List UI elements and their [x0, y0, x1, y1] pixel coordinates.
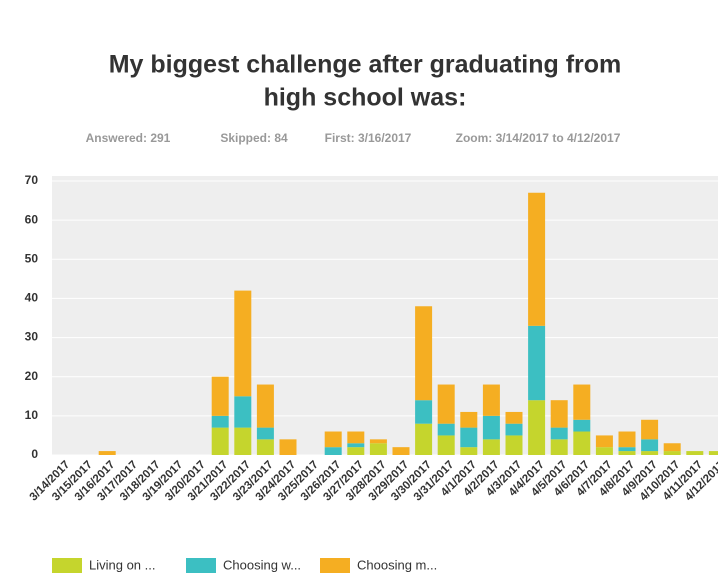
bar-segment — [618, 431, 636, 448]
legend-swatch — [52, 558, 82, 573]
y-tick-label: 50 — [25, 251, 39, 265]
bar-segment — [460, 411, 478, 428]
bar-segment — [234, 290, 252, 397]
bar-segment — [482, 439, 500, 455]
bar-segment — [437, 435, 455, 455]
bar-segment — [550, 439, 568, 455]
chart-title: high school was: — [264, 84, 467, 112]
bar-segment — [369, 443, 387, 455]
bar-segment — [437, 423, 455, 436]
bar-segment — [347, 447, 365, 455]
bar-segment — [415, 306, 433, 401]
bar-segment — [686, 451, 704, 455]
legend-label: Choosing m... — [357, 557, 437, 572]
bar-segment — [595, 435, 613, 448]
bar-segment — [415, 400, 433, 424]
bar-segment — [505, 423, 523, 436]
stat: First: 3/16/2017 — [325, 131, 412, 145]
bar-segment — [392, 447, 410, 455]
bar-segment — [415, 423, 433, 455]
bar-segment — [505, 435, 523, 455]
chart-title: My biggest challenge after graduating fr… — [109, 51, 622, 79]
bar-segment — [550, 427, 568, 440]
stat: Skipped: 84 — [220, 131, 288, 145]
bar-segment — [573, 384, 591, 420]
bar-segment — [528, 192, 546, 326]
plot-area — [52, 176, 718, 455]
bar-segment — [98, 451, 116, 455]
bar-segment — [708, 451, 718, 455]
bar-segment — [618, 447, 636, 452]
bar-segment — [573, 431, 591, 455]
bar-segment — [211, 415, 229, 428]
legend-label: Living on ... — [89, 557, 156, 572]
bar-segment — [482, 415, 500, 440]
legend-swatch — [320, 558, 350, 573]
bar-segment — [641, 451, 659, 455]
bar-segment — [505, 411, 523, 424]
bar-segment — [618, 451, 636, 455]
bar-segment — [256, 439, 274, 455]
bar-segment — [211, 376, 229, 416]
bar-segment — [641, 439, 659, 452]
y-tick-label: 30 — [25, 330, 39, 344]
bar-segment — [369, 439, 387, 444]
y-tick-label: 0 — [31, 447, 38, 461]
bar-segment — [347, 431, 365, 444]
bar-segment — [641, 419, 659, 440]
bar-segment — [528, 325, 546, 401]
bar-segment — [347, 443, 365, 448]
bar-segment — [595, 447, 613, 455]
stat: Answered: 291 — [86, 131, 171, 145]
bar-segment — [211, 427, 229, 455]
bar-segment — [482, 384, 500, 416]
bar-segment — [663, 443, 681, 452]
bar-segment — [256, 384, 274, 428]
bar-segment — [324, 447, 342, 455]
bar-segment — [234, 427, 252, 455]
bar-segment — [663, 451, 681, 455]
bar-segment — [550, 400, 568, 428]
y-tick-label: 60 — [25, 212, 39, 226]
bar-segment — [234, 396, 252, 428]
bar-segment — [256, 427, 274, 440]
stat: Zoom: 3/14/2017 to 4/12/2017 — [456, 131, 621, 145]
bar-segment — [460, 447, 478, 455]
bar-segment — [573, 419, 591, 432]
bar-segment — [460, 427, 478, 448]
y-tick-label: 40 — [25, 291, 39, 305]
bar-segment — [279, 439, 297, 455]
y-tick-label: 10 — [25, 408, 39, 422]
legend-label: Choosing w... — [223, 557, 301, 572]
y-tick-label: 70 — [25, 173, 39, 187]
bar-segment — [437, 384, 455, 424]
bar-segment — [528, 400, 546, 455]
y-tick-label: 20 — [25, 369, 39, 383]
legend-swatch — [186, 558, 216, 573]
bar-segment — [324, 431, 342, 448]
